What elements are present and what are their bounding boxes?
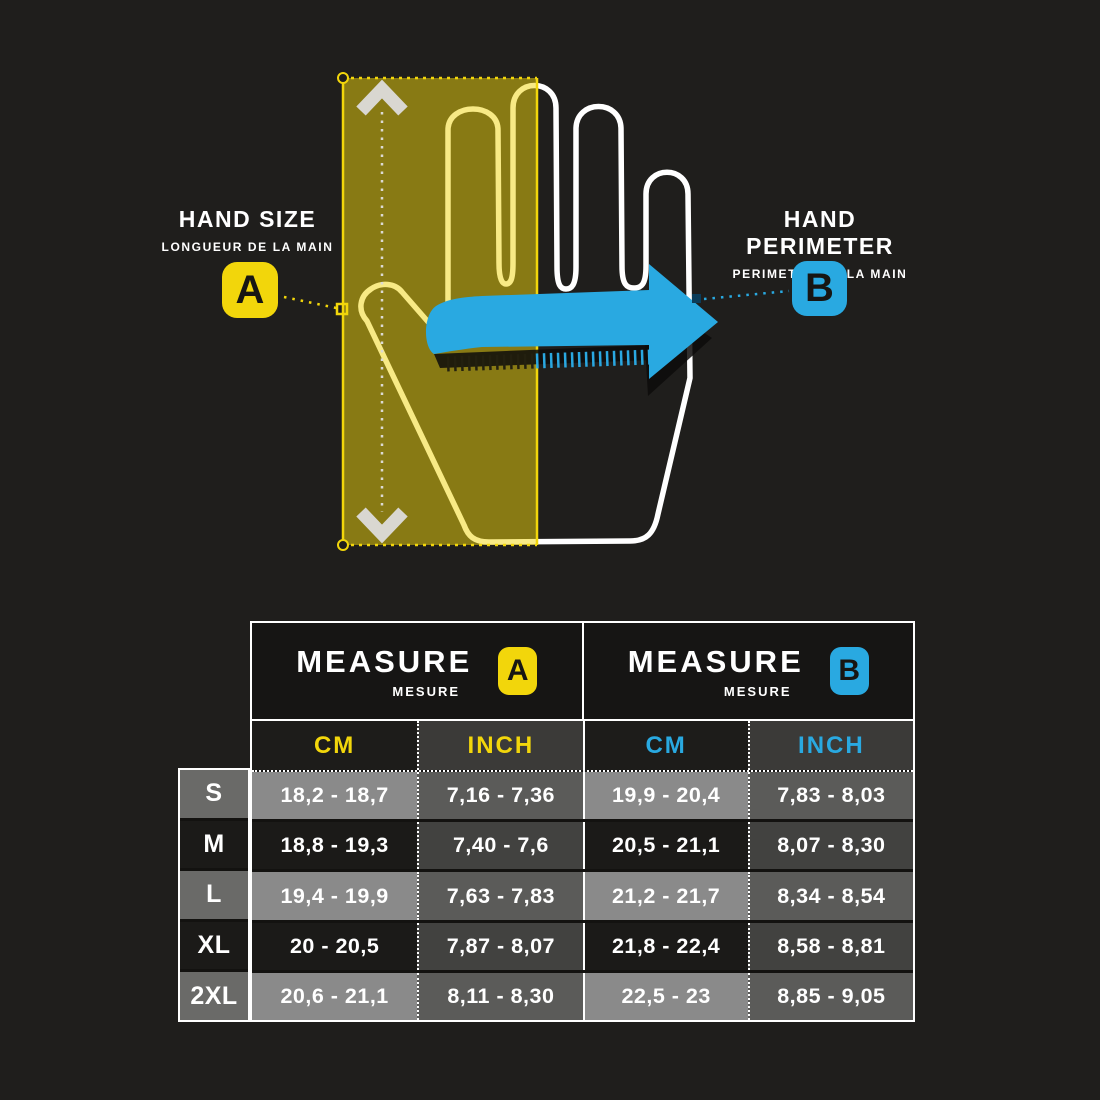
ticks-dark	[446, 353, 537, 372]
cell-b-inch: 8,58 - 8,81	[747, 922, 913, 970]
measure-a-header: MEASURE MESURE A	[252, 623, 582, 719]
measure-a-text: MEASURE MESURE	[296, 644, 472, 699]
unit-header-row: CM INCH CM INCH	[252, 719, 913, 770]
cell-a-cm: 18,2 - 18,7	[252, 772, 418, 820]
hand-measure-diagram	[283, 72, 790, 551]
cell-a-inch: 8,11 - 8,30	[417, 972, 583, 1021]
measure-a-badge: A	[498, 647, 538, 695]
measure-a-title: MEASURE	[296, 643, 473, 679]
hand-perimeter-title: HAND PERIMETER	[746, 206, 894, 259]
cell-b-inch: 7,83 - 8,03	[747, 772, 913, 820]
cell-b-cm: 21,8 - 22,4	[582, 922, 748, 970]
connector-a-dotted	[283, 295, 342, 311]
connector-a-marker	[335, 302, 349, 316]
zone-corner-marker-top	[337, 72, 349, 84]
table-row-xl: 20 - 20,5 7,87 - 8,07 21,8 - 22,4 8,58 -…	[252, 922, 913, 973]
perimeter-arrow-head	[649, 264, 718, 379]
size-label: L	[180, 871, 248, 922]
col-header-cm-a: CM	[252, 721, 418, 770]
size-table-body: 18,2 - 18,7 7,16 - 7,36 19,9 - 20,4 7,83…	[252, 772, 913, 1021]
cell-b-cm: 22,5 - 23	[582, 972, 748, 1021]
size-label: S	[180, 770, 248, 821]
cell-b-inch: 8,07 - 8,30	[747, 822, 913, 870]
size-label: XL	[180, 921, 248, 973]
badge-b: B	[792, 261, 847, 316]
measure-b-title: MEASURE	[627, 643, 804, 679]
hand-size-label-block: HAND SIZE LONGUEUR DE LA MAIN	[140, 206, 355, 254]
size-label: M	[180, 820, 248, 872]
measure-b-badge: B	[829, 647, 869, 695]
badge-a: A	[222, 262, 278, 318]
cell-a-cm: 18,8 - 19,3	[252, 822, 418, 870]
size-label: 2XL	[180, 972, 248, 1020]
zone-corner-marker-bottom	[337, 539, 349, 551]
hand-size-subtitle: LONGUEUR DE LA MAIN	[161, 240, 334, 254]
measure-a-subtitle: MESURE	[392, 683, 461, 699]
perimeter-arrow-band	[425, 290, 649, 354]
table-row-m: 18,8 - 19,3 7,40 - 7,6 20,5 - 21,1 8,07 …	[252, 822, 913, 873]
arrow-up-icon	[356, 79, 408, 116]
measure-b-text: MEASURE MESURE	[628, 644, 804, 699]
table-row-2xl: 20,6 - 21,1 8,11 - 8,30 22,5 - 23 8,85 -…	[252, 972, 913, 1021]
cell-a-cm: 20 - 20,5	[252, 922, 418, 970]
size-table: S M L XL 2XL MEASURE MESURE A MEASURE ME…	[178, 621, 915, 1022]
ticks-blue	[535, 349, 653, 369]
size-label-column: S M L XL 2XL	[178, 768, 250, 1022]
connector-b-dotted	[703, 289, 790, 301]
cell-a-inch: 7,87 - 8,07	[417, 922, 583, 970]
cell-a-inch: 7,16 - 7,36	[417, 772, 583, 820]
measurement-table: MEASURE MESURE A MEASURE MESURE B CM INC…	[250, 621, 915, 1022]
col-header-inch-b: INCH	[747, 721, 913, 770]
connector-b-marker	[692, 294, 701, 303]
table-row-s: 18,2 - 18,7 7,16 - 7,36 19,9 - 20,4 7,83…	[252, 772, 913, 823]
table-row-l: 19,4 - 19,9 7,63 - 7,83 21,2 - 21,7 8,34…	[252, 872, 913, 923]
measure-b-subtitle: MESURE	[723, 683, 792, 699]
cell-b-inch: 8,85 - 9,05	[747, 972, 913, 1021]
measure-header-row: MEASURE MESURE A MEASURE MESURE B	[252, 623, 913, 719]
cell-b-inch: 8,34 - 8,54	[747, 872, 913, 920]
arrow-down-icon	[356, 507, 408, 544]
cell-b-cm: 21,2 - 21,7	[582, 872, 748, 920]
cell-b-cm: 19,9 - 20,4	[582, 772, 748, 820]
col-header-inch-a: INCH	[417, 721, 583, 770]
cell-a-cm: 20,6 - 21,1	[252, 972, 418, 1021]
measure-b-header: MEASURE MESURE B	[581, 623, 914, 719]
hand-size-title: HAND SIZE	[178, 206, 317, 232]
cell-a-cm: 19,4 - 19,9	[252, 872, 418, 920]
cell-b-cm: 20,5 - 21,1	[582, 822, 748, 870]
dotted-separator	[252, 770, 913, 772]
col-header-cm-b: CM	[582, 721, 748, 770]
cell-a-inch: 7,63 - 7,83	[417, 872, 583, 920]
cell-a-inch: 7,40 - 7,6	[417, 822, 583, 870]
